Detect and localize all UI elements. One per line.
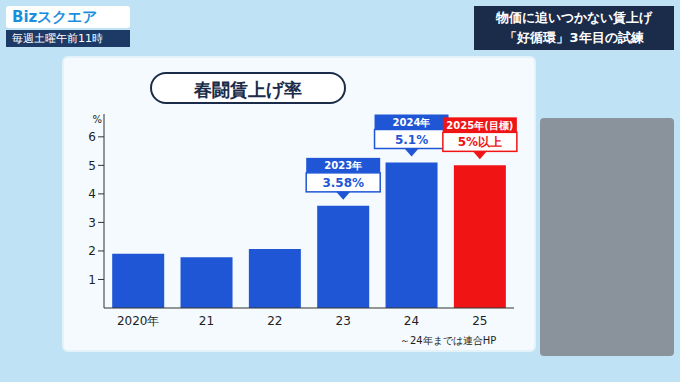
html-text:「好循環」3年目の試練: 「好循環」3年目の試練 — [504, 30, 644, 45]
html-text:Bizスクエア: Bizスクエア — [12, 8, 98, 26]
svg-text:1: 1 — [88, 273, 96, 287]
svg-text:25: 25 — [472, 314, 487, 328]
svg-text:22: 22 — [267, 314, 282, 328]
svg-text:2023年: 2023年 — [324, 160, 362, 171]
html-text:～24年までは連合HP: ～24年までは連合HP — [400, 335, 497, 346]
svg-text:3.58%: 3.58% — [322, 176, 364, 190]
svg-text:5: 5 — [88, 159, 96, 173]
svg-text:24: 24 — [404, 314, 419, 328]
svg-text:5%以上: 5%以上 — [458, 135, 502, 149]
svg-text:2024年: 2024年 — [393, 117, 431, 128]
html-text:物価に追いつかない賃上げ: 物価に追いつかない賃上げ — [496, 10, 652, 25]
html-text:毎週土曜午前11時: 毎週土曜午前11時 — [12, 32, 103, 45]
svg-text:%: % — [92, 114, 102, 125]
svg-text:2025年(目標): 2025年(目標) — [446, 120, 513, 131]
svg-text:5.1%: 5.1% — [395, 133, 428, 147]
svg-text:21: 21 — [199, 314, 214, 328]
svg-text:6: 6 — [88, 130, 96, 144]
svg-text:23: 23 — [336, 314, 351, 328]
svg-text:4: 4 — [88, 187, 96, 201]
svg-text:2020年: 2020年 — [117, 314, 160, 328]
svg-text:3: 3 — [88, 216, 96, 230]
html-text:春闘賃上げ率: 春闘賃上げ率 — [194, 79, 302, 100]
svg-text:2: 2 — [88, 244, 96, 258]
